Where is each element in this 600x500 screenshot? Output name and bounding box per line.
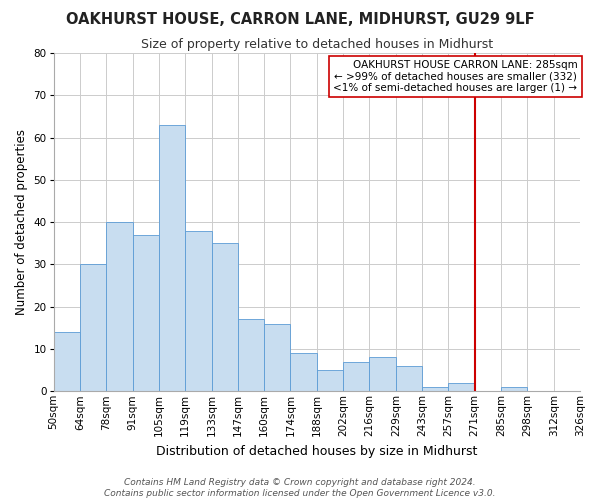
Bar — [501, 387, 527, 392]
Bar — [448, 383, 475, 392]
Bar — [159, 125, 185, 392]
Bar — [212, 244, 238, 392]
Bar — [290, 353, 317, 392]
Bar — [396, 366, 422, 392]
Bar — [370, 358, 396, 392]
Text: Contains HM Land Registry data © Crown copyright and database right 2024.
Contai: Contains HM Land Registry data © Crown c… — [104, 478, 496, 498]
Bar — [238, 320, 264, 392]
Title: Size of property relative to detached houses in Midhurst: Size of property relative to detached ho… — [141, 38, 493, 51]
Y-axis label: Number of detached properties: Number of detached properties — [15, 129, 28, 315]
Text: OAKHURST HOUSE CARRON LANE: 285sqm
← >99% of detached houses are smaller (332)
<: OAKHURST HOUSE CARRON LANE: 285sqm ← >99… — [334, 60, 577, 93]
Bar — [264, 324, 290, 392]
Text: OAKHURST HOUSE, CARRON LANE, MIDHURST, GU29 9LF: OAKHURST HOUSE, CARRON LANE, MIDHURST, G… — [65, 12, 535, 28]
Bar — [185, 230, 212, 392]
X-axis label: Distribution of detached houses by size in Midhurst: Distribution of detached houses by size … — [156, 444, 478, 458]
Bar — [317, 370, 343, 392]
Bar — [106, 222, 133, 392]
Bar — [343, 362, 370, 392]
Bar — [53, 332, 80, 392]
Bar — [133, 235, 159, 392]
Bar — [422, 387, 448, 392]
Bar — [80, 264, 106, 392]
